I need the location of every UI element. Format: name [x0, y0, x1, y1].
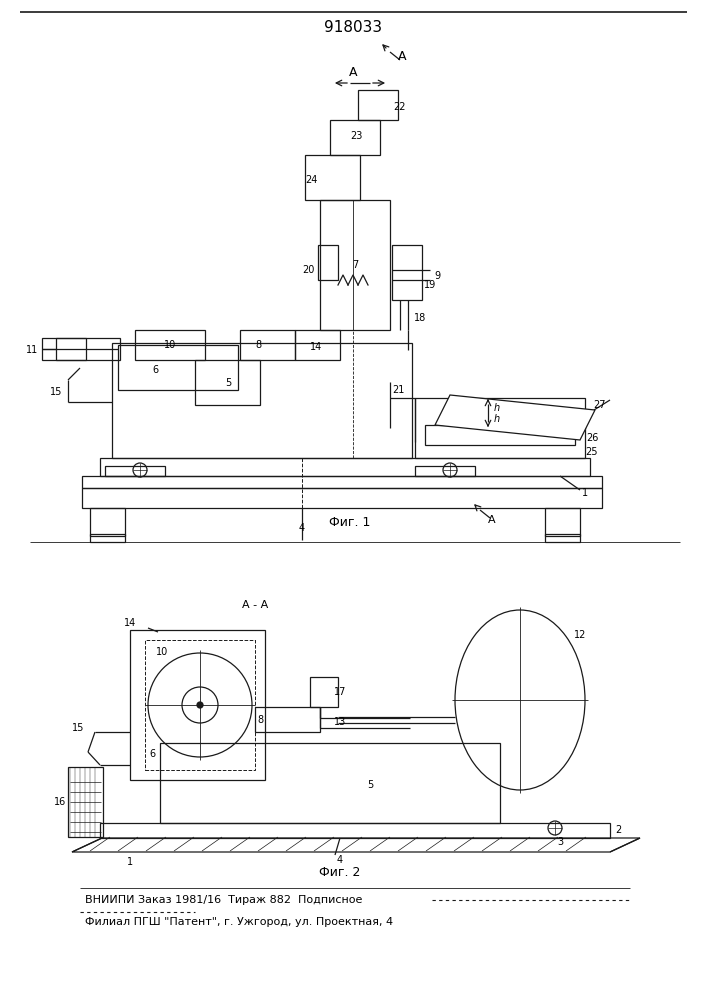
Bar [82, 488, 602, 508]
Bar [42, 338, 120, 360]
Text: 3: 3 [557, 837, 563, 847]
Text: 13: 13 [334, 717, 346, 727]
Text: 10: 10 [164, 340, 176, 350]
Text: 4: 4 [337, 855, 343, 865]
Text: 25: 25 [586, 447, 598, 457]
Text: Фиг. 2: Фиг. 2 [320, 865, 361, 879]
Bar [255, 707, 320, 732]
Bar [82, 476, 602, 488]
Text: h: h [494, 414, 500, 424]
Text: 7: 7 [352, 260, 358, 270]
Bar [135, 330, 205, 360]
Text: 19: 19 [424, 280, 436, 290]
Text: 21: 21 [392, 385, 404, 395]
Text: 22: 22 [394, 102, 407, 112]
Bar [425, 425, 575, 445]
Text: 26: 26 [586, 433, 598, 443]
Bar [130, 630, 265, 780]
Text: 5: 5 [225, 378, 231, 388]
Bar [105, 466, 165, 476]
Text: h: h [494, 403, 500, 413]
Bar [545, 508, 580, 536]
Text: 6: 6 [152, 365, 158, 375]
Bar [392, 245, 422, 300]
Bar [310, 677, 338, 707]
Text: А - А: А - А [242, 600, 268, 610]
Text: 14: 14 [124, 618, 136, 628]
Text: 11: 11 [26, 345, 38, 355]
Text: 18: 18 [414, 313, 426, 323]
Text: 4: 4 [299, 523, 305, 533]
Bar [160, 743, 500, 823]
Bar [358, 90, 398, 120]
Text: 1: 1 [127, 857, 133, 867]
Bar [90, 534, 125, 542]
Bar [330, 120, 380, 155]
Text: Фиг. 1: Фиг. 1 [329, 516, 370, 528]
Bar [545, 534, 580, 542]
Text: 17: 17 [334, 687, 346, 697]
Text: 15: 15 [72, 723, 84, 733]
Text: 16: 16 [54, 797, 66, 807]
Bar [100, 458, 590, 476]
Text: 20: 20 [302, 265, 314, 275]
Bar [145, 640, 255, 770]
Bar [295, 330, 340, 360]
Text: 10: 10 [156, 647, 168, 657]
Polygon shape [72, 838, 640, 852]
Bar [415, 398, 585, 458]
Polygon shape [435, 395, 595, 440]
Text: 15: 15 [49, 387, 62, 397]
Bar [318, 245, 338, 280]
Bar [320, 200, 390, 330]
Text: 27: 27 [594, 400, 606, 410]
Bar [305, 155, 360, 200]
Text: 2: 2 [615, 825, 621, 835]
Bar [100, 823, 610, 838]
Text: A: A [349, 66, 357, 80]
Bar [240, 330, 295, 360]
Circle shape [197, 702, 203, 708]
Text: 8: 8 [257, 715, 263, 725]
Text: 24: 24 [305, 175, 317, 185]
Bar [56, 338, 86, 360]
Bar [68, 767, 103, 837]
Text: 918033: 918033 [324, 20, 382, 35]
Text: A: A [489, 515, 496, 525]
Bar [195, 360, 260, 405]
Bar [118, 345, 238, 390]
Text: 12: 12 [574, 630, 586, 640]
Text: A: A [398, 50, 407, 64]
Text: 8: 8 [255, 340, 261, 350]
Bar [90, 508, 125, 536]
Text: 6: 6 [149, 749, 155, 759]
Text: 1: 1 [582, 488, 588, 498]
Text: 23: 23 [350, 131, 362, 141]
Text: ВНИИПИ Заказ 1981/16  Тираж 882  Подписное: ВНИИПИ Заказ 1981/16 Тираж 882 Подписное [85, 895, 363, 905]
Text: 5: 5 [367, 780, 373, 790]
Text: 9: 9 [434, 271, 440, 281]
Bar [112, 343, 412, 458]
Text: Филиал ПГШ "Патент", г. Ужгород, ул. Проектная, 4: Филиал ПГШ "Патент", г. Ужгород, ул. Про… [85, 917, 393, 927]
Text: 14: 14 [310, 342, 322, 352]
Bar [415, 466, 475, 476]
